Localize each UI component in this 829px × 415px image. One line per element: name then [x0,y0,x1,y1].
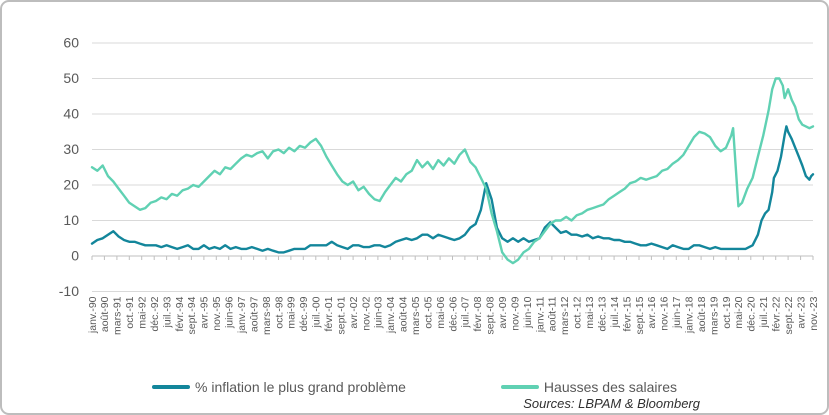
x-tick-label: mai-99 [286,296,298,328]
x-tick-label: oct.-19 [721,296,733,328]
x-tick-label: déc.-99 [298,296,310,331]
x-tick-label: févr.-01 [323,296,335,331]
x-tick-label: juil.-21 [758,296,770,328]
x-tick-label: août-18 [696,296,708,332]
x-tick-label: févr.-94 [174,296,186,331]
x-tick-label: août-04 [398,296,410,332]
x-tick-label: janv.-11 [534,296,546,333]
y-tick-label: -10 [59,283,79,299]
x-tick-label: janv.-04 [385,296,397,334]
x-tick-label: oct.-91 [124,296,136,328]
x-tick-label: avr.-16 [646,296,658,328]
x-tick-label: nov.-23 [808,296,820,330]
x-tick-label: mars-91 [112,296,124,335]
x-tick-label: juin-17 [671,296,683,329]
legend-item-salaires: Hausses des salaires [500,379,677,395]
x-tick-label: mars-05 [410,296,422,335]
x-tick-label: août-11 [547,296,559,331]
x-tick-label: déc.-92 [149,296,161,331]
source-note: Sources: LBPAM & Bloomberg [523,396,700,411]
y-tick-label: 50 [63,70,79,86]
x-tick-label: sept.-94 [186,296,198,334]
salaires-line-swatch [500,385,539,389]
inflation-line-swatch [152,385,191,389]
x-tick-label: mars-98 [261,296,273,335]
x-tick-label: déc.-13 [597,296,609,331]
legend-label-inflation: % inflation le plus grand problème [195,379,406,395]
chart-legend: % inflation le plus grand problème Hauss… [2,379,827,395]
x-tick-label: sept.-15 [634,296,646,334]
x-tick-label: mai-20 [733,296,745,328]
y-tick-label: 40 [63,106,79,122]
series-line-salaires [90,77,815,265]
x-tick-label: sept.-08 [485,296,497,334]
x-tick-label: juil.-14 [609,296,621,328]
x-tick-label: mars-19 [708,296,720,335]
x-tick-label: juil.-07 [460,296,472,328]
x-tick-label: févr.-15 [621,296,633,331]
x-tick-label: déc.-06 [447,296,459,331]
y-tick-label: 10 [63,212,79,228]
x-tick-label: janv.-18 [684,296,696,334]
x-tick-label: oct.-05 [422,296,434,328]
x-tick-label: déc.-20 [746,296,758,331]
y-tick-label: 0 [71,248,79,264]
x-tick-label: oct.-98 [273,296,285,328]
x-tick-label: oct.-12 [572,296,584,328]
x-tick-label: avr.-02 [348,296,360,328]
x-tick-label: juil.-00 [311,296,323,328]
x-tick-label: mai-13 [584,296,596,328]
x-tick-label: juin-10 [522,296,534,329]
x-tick-label: avr.-95 [199,296,211,328]
x-tick-label: mai-06 [435,296,447,328]
x-tick-label: févr.-22 [771,296,783,331]
x-tick-label: mars-12 [559,296,571,335]
y-tick-label: 60 [63,35,79,51]
x-tick-label: avr.-23 [795,296,807,328]
x-tick-label: juil.-93 [161,296,173,328]
y-tick-label: 30 [63,141,79,157]
x-tick-label: sept.-22 [783,296,795,334]
y-tick-label: 20 [63,177,79,193]
x-tick-label: nov.-95 [211,296,223,330]
x-tick-label: sept.-01 [335,296,347,334]
x-tick-label: juin-03 [373,296,385,329]
x-tick-label: nov.-09 [510,296,522,330]
x-tick-label: nov.-02 [360,296,372,330]
x-tick-label: janv.-97 [236,296,248,334]
x-tick-label: nov.-16 [659,296,671,330]
x-tick-label: mai-92 [137,296,149,328]
x-tick-label: août-90 [99,296,111,332]
legend-item-inflation: % inflation le plus grand problème [152,379,406,395]
x-tick-label: août-97 [248,296,260,332]
x-tick-label: avr.-09 [497,296,509,328]
x-tick-label: févr.-08 [472,296,484,331]
legend-label-salaires: Hausses des salaires [543,379,677,395]
series-line-inflation [90,125,815,254]
x-tick-label: janv.-90 [87,296,99,334]
x-tick-label: juin-96 [224,296,236,329]
